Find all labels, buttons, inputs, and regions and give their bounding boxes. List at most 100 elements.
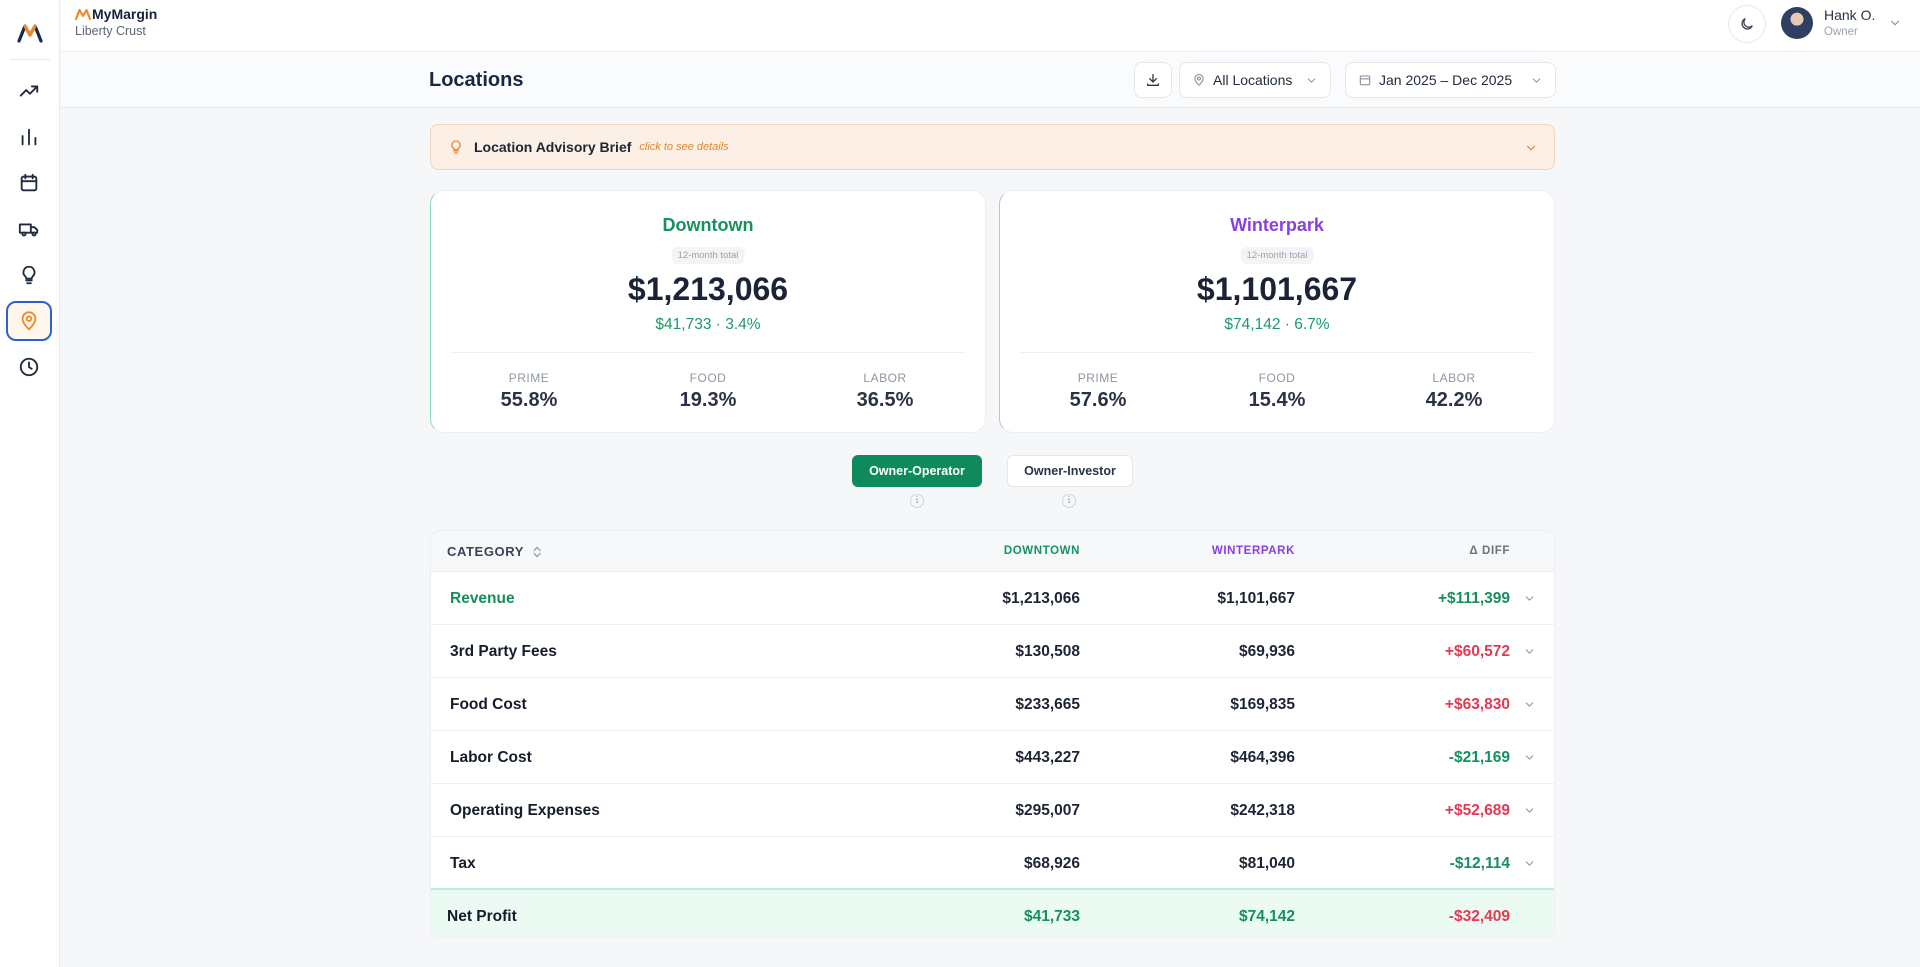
metric-prime: PRIME 57.6% (1028, 371, 1168, 412)
metric-prime: PRIME 55.8% (459, 371, 599, 412)
sidebar (0, 0, 60, 967)
table-row[interactable]: Food Cost $233,665 $169,835 +$63,830 (431, 678, 1554, 731)
metric-label: PRIME (508, 371, 550, 385)
revenue-total: $1,101,667 (1196, 271, 1358, 307)
revenue-total: $1,213,066 (627, 271, 789, 307)
bar-chart-icon (21, 128, 37, 146)
download-icon (1147, 74, 1159, 86)
brand[interactable]: MyMargin Liberty Crust (75, 6, 157, 38)
info-icon[interactable]: i (1062, 494, 1076, 508)
clock-icon (19, 357, 39, 377)
metric-food: FOOD 19.3% (638, 371, 778, 412)
row-winterpark-value: $464,396 (1230, 749, 1295, 766)
metric-value: 42.2% (1425, 389, 1483, 411)
advisory-title: Location Advisory Brief (474, 139, 632, 155)
owner-operator-toggle[interactable]: Owner-Operator (852, 455, 982, 487)
page-title: Locations (429, 69, 524, 91)
info-icon[interactable]: i (910, 494, 924, 508)
metric-value: 19.3% (679, 389, 737, 411)
brand-name: MyMargin (92, 6, 158, 22)
table-row[interactable]: Tax $68,926 $81,040 -$12,114 (431, 837, 1554, 890)
sidebar-item-trends[interactable] (6, 71, 52, 111)
metric-value: 55.8% (500, 389, 558, 411)
metric-label: PRIME (1077, 371, 1119, 385)
row-downtown-value: $233,665 (1015, 696, 1080, 713)
date-range-picker[interactable]: Jan 2025 – Dec 2025 (1345, 62, 1556, 98)
category-header-label: CATEGORY (447, 544, 525, 559)
period-chip: 12-month total (671, 247, 745, 264)
row-diff-value: +$60,572 (1444, 643, 1510, 660)
row-downtown-value: $41,733 (1023, 908, 1080, 925)
row-winterpark-value: $1,101,667 (1217, 590, 1295, 607)
metric-value: 36.5% (856, 389, 914, 411)
row-diff-value: -$32,409 (1448, 908, 1510, 925)
row-category: Net Profit (447, 908, 517, 925)
row-winterpark-value: $74,142 (1238, 908, 1295, 925)
row-diff-value: +$52,689 (1444, 802, 1510, 819)
row-category: Food Cost (450, 696, 527, 713)
row-category: Operating Expenses (450, 802, 600, 819)
avatar[interactable] (1781, 7, 1813, 39)
brand-logo: MyMargin (75, 6, 157, 22)
location-name: Downtown (662, 215, 754, 235)
chevron-down-icon[interactable] (1888, 16, 1902, 30)
sidebar-item-history[interactable] (6, 347, 52, 387)
chevron-down-icon (1532, 77, 1541, 83)
theme-toggle-button[interactable] (1728, 5, 1766, 43)
location-filter-value: All Locations (1213, 72, 1293, 88)
metric-value: 57.6% (1069, 389, 1127, 411)
location-name: Winterpark (1230, 215, 1324, 235)
row-downtown-value: $1,213,066 (1002, 590, 1080, 607)
row-category: 3rd Party Fees (450, 643, 557, 660)
advisory-brief-banner[interactable]: Location Advisory Brief click to see det… (430, 124, 1555, 170)
location-card-winterpark: Winterpark 12-month total $1,101,667 $74… (999, 190, 1555, 433)
map-pin-icon (1194, 73, 1204, 87)
chevron-down-icon[interactable] (1524, 141, 1538, 155)
mymargin-logo[interactable] (16, 18, 44, 46)
sidebar-item-insights[interactable] (6, 255, 52, 295)
metric-labor: LABOR 42.2% (1384, 371, 1524, 412)
table-row[interactable]: Labor Cost $443,227 $464,396 -$21,169 (431, 731, 1554, 784)
diff-header: Δ DIFF (1469, 545, 1510, 557)
calendar-icon (1359, 75, 1371, 86)
row-diff-value: -$12,114 (1449, 855, 1510, 872)
chevron-down-icon[interactable] (1523, 645, 1536, 663)
restaurant-name: Liberty Crust (75, 24, 146, 38)
date-range-value: Jan 2025 – Dec 2025 (1379, 72, 1513, 88)
map-pin-icon (21, 311, 37, 331)
owner-investor-toggle[interactable]: Owner-Investor (1007, 455, 1133, 487)
mymargin-mark-icon (75, 8, 91, 21)
category-header[interactable]: CATEGORY (447, 544, 542, 559)
sidebar-item-calendar[interactable] (6, 163, 52, 203)
chevron-down-icon[interactable] (1523, 857, 1536, 875)
table-row[interactable]: 3rd Party Fees $130,508 $69,936 +$60,572 (431, 625, 1554, 678)
chevron-down-icon[interactable] (1523, 592, 1536, 610)
row-diff-value: -$21,169 (1448, 749, 1510, 766)
user-menu[interactable]: Hank O. Owner (1824, 7, 1875, 38)
comparison-table: CATEGORY DOWNTOWN WINTERPARK Δ DIFF Reve… (430, 530, 1555, 938)
chevron-down-icon[interactable] (1523, 804, 1536, 822)
row-diff-value: +$63,830 (1444, 696, 1510, 713)
profit-line: $74,142 · 6.7% (1224, 316, 1330, 333)
calendar-icon (20, 173, 38, 192)
chevron-down-icon[interactable] (1523, 698, 1536, 716)
metric-labor: LABOR 36.5% (815, 371, 955, 412)
truck-icon (18, 223, 39, 237)
card-divider (451, 352, 965, 353)
location-filter-dropdown[interactable]: All Locations (1179, 62, 1331, 98)
row-winterpark-value: $81,040 (1238, 855, 1295, 872)
download-button[interactable] (1134, 62, 1172, 98)
sidebar-item-reports[interactable] (6, 117, 52, 157)
chevron-down-icon[interactable] (1523, 751, 1536, 769)
table-row[interactable]: Revenue $1,213,066 $1,101,667 +$111,399 (431, 572, 1554, 625)
table-row[interactable]: Operating Expenses $295,007 $242,318 +$52,6… (431, 784, 1554, 837)
row-winterpark-value: $169,835 (1230, 696, 1295, 713)
sidebar-item-deliveries[interactable] (6, 209, 52, 249)
sidebar-divider (10, 59, 50, 60)
sort-icon (533, 546, 541, 557)
table-header: CATEGORY DOWNTOWN WINTERPARK Δ DIFF (431, 531, 1554, 572)
row-downtown-value: $130,508 (1015, 643, 1080, 660)
sidebar-item-locations[interactable] (6, 301, 52, 341)
user-name: Hank O. (1824, 7, 1876, 23)
metric-label: FOOD (1258, 371, 1296, 385)
